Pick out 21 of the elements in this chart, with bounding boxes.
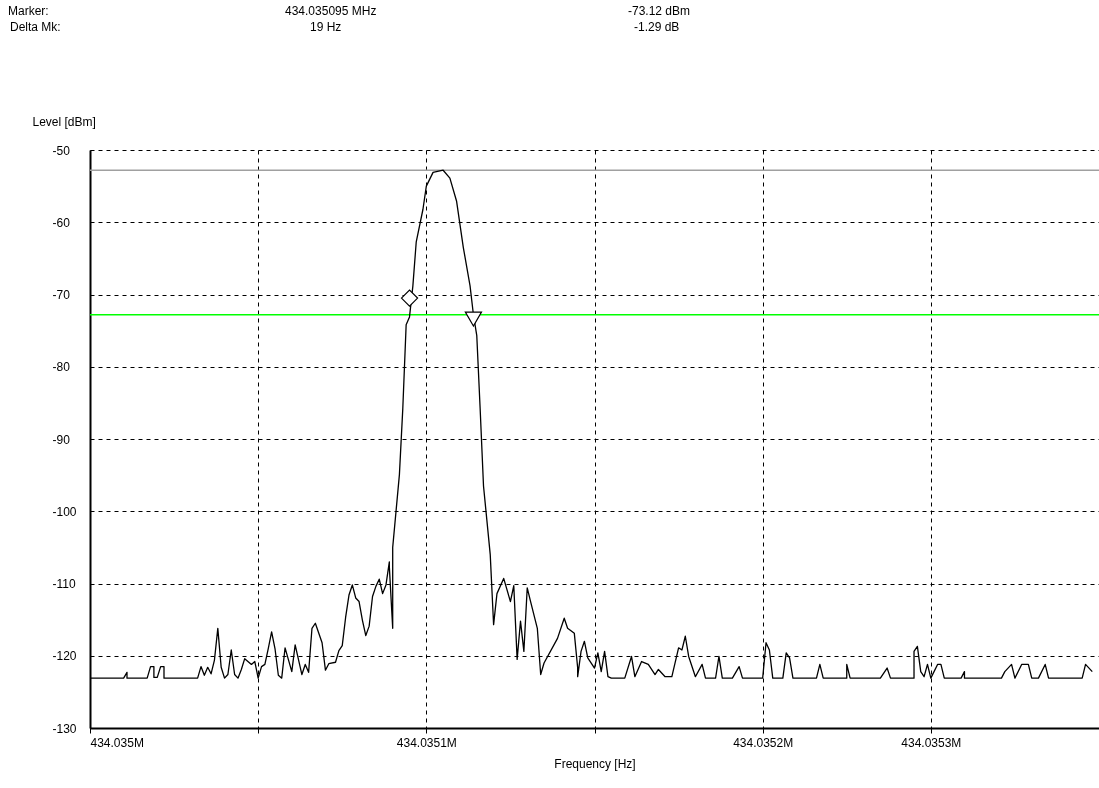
- x-tick-label: 434.0351M: [396, 735, 457, 750]
- x-tick-label: 434.0353M: [901, 735, 962, 750]
- y-tick-label: -100: [52, 504, 77, 519]
- text: -1.29 dB: [634, 20, 680, 34]
- y-tick-label: -50: [52, 143, 71, 158]
- text: -73.12 dBm: [628, 4, 691, 18]
- y-tick-label: -130: [52, 721, 77, 736]
- y-tick-label: -90: [52, 432, 71, 447]
- x-tick-label: 434.0352M: [733, 735, 794, 750]
- y-axis-title: Level [dBm]: [32, 114, 96, 129]
- y-tick-label: -110: [52, 577, 76, 591]
- text: 19 Hz: [310, 20, 342, 34]
- y-tick-label: -120: [52, 649, 77, 664]
- text: Marker:: [8, 4, 49, 18]
- text: Delta Mk:: [10, 20, 61, 34]
- y-tick-label: -60: [52, 215, 71, 230]
- y-tick-label: -70: [52, 288, 71, 302]
- y-tick-label: -80: [52, 360, 71, 375]
- x-tick-label: 434.035M: [90, 735, 144, 750]
- x-axis-title: Frequency [Hz]: [554, 756, 636, 771]
- text: 434.035095 MHz: [285, 4, 377, 18]
